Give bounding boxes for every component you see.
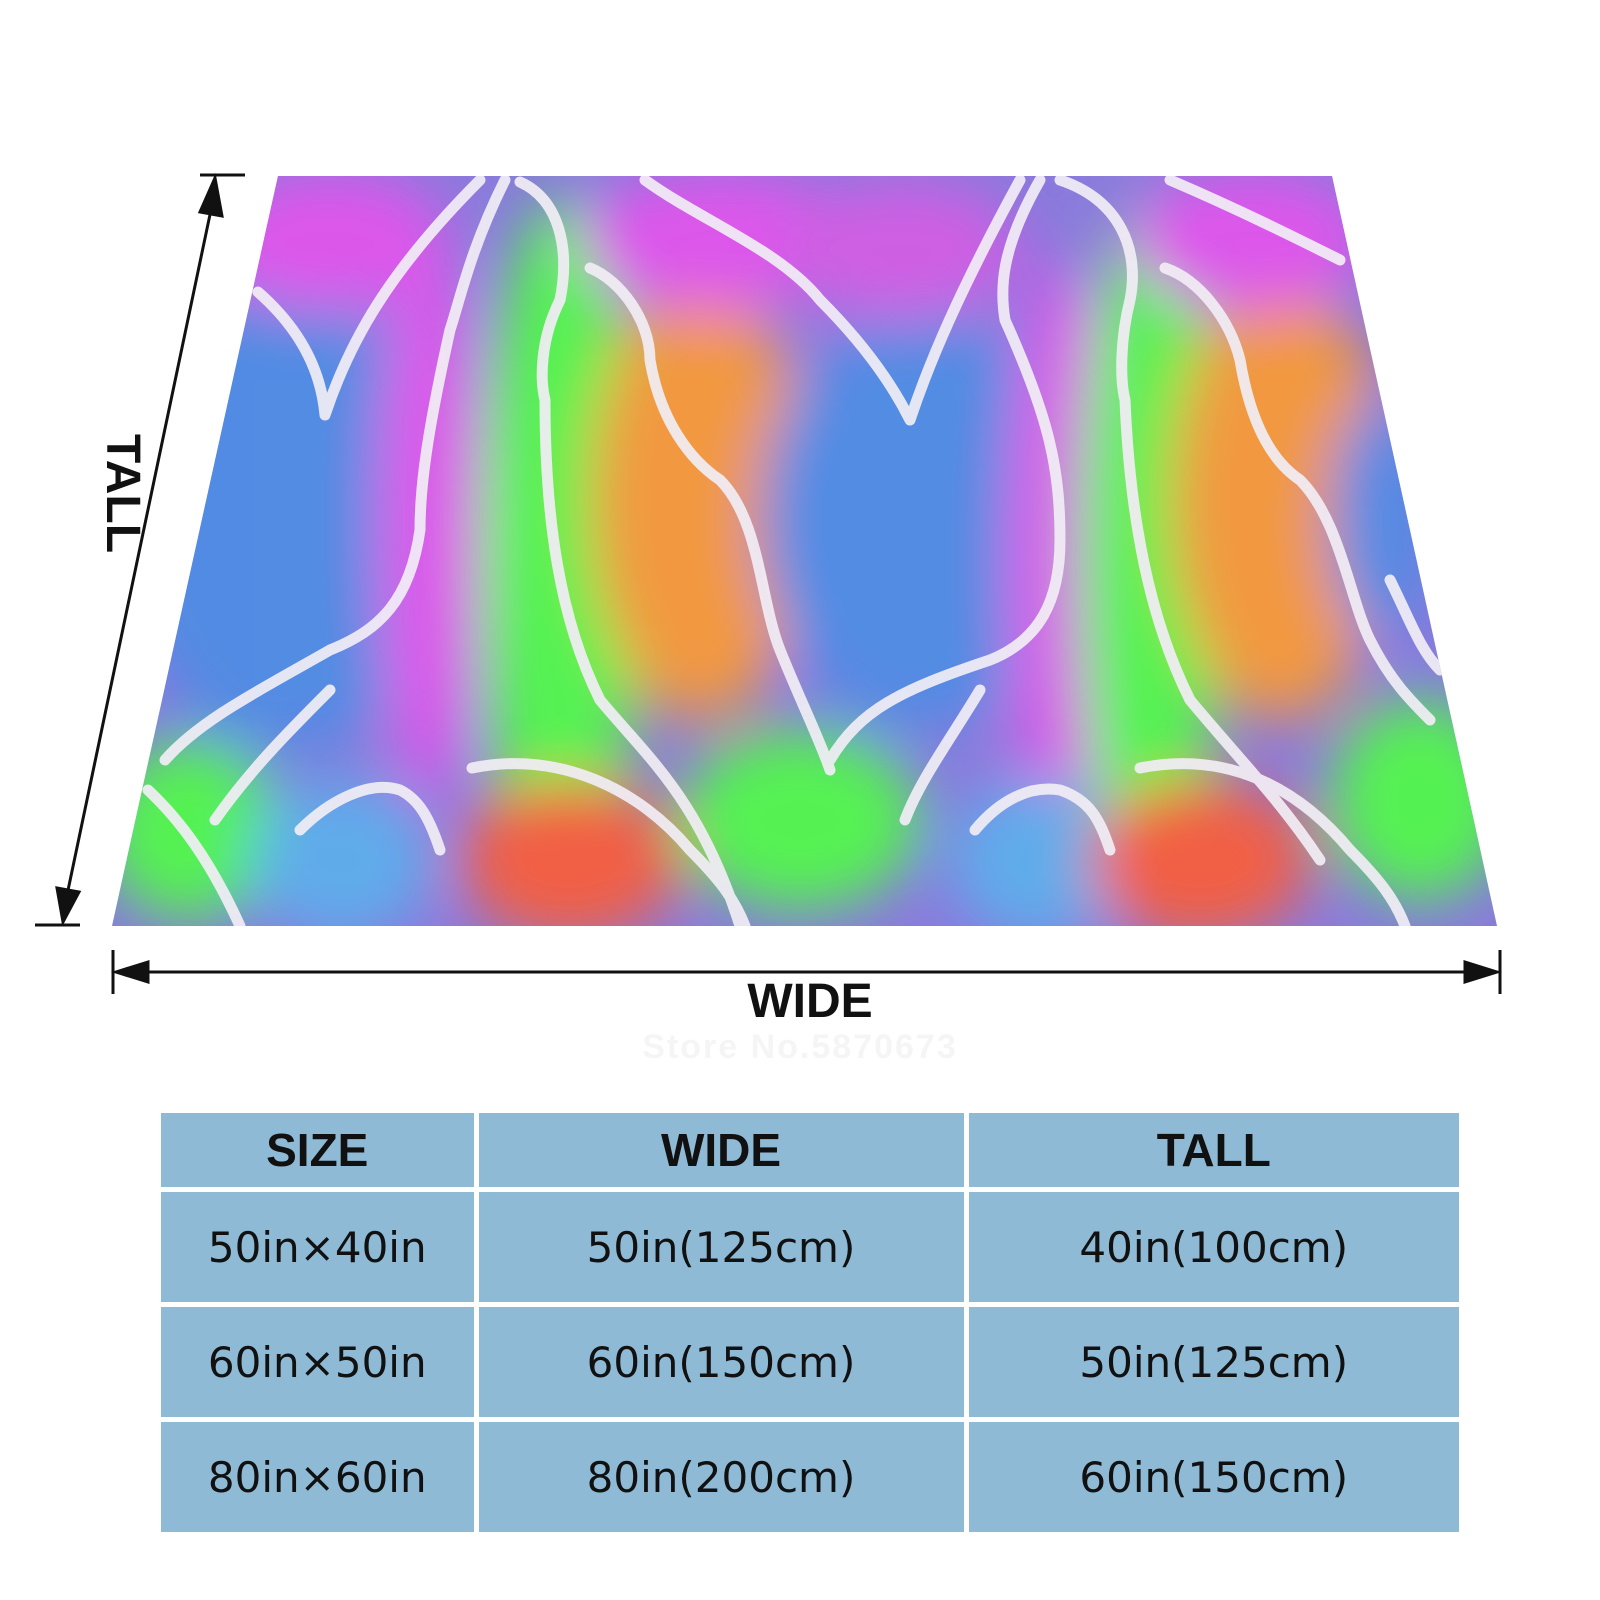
tall-cell: 40in(100cm)	[963, 1187, 1459, 1307]
header-size: SIZE	[161, 1113, 479, 1192]
size-cell: 60in×50in	[161, 1302, 479, 1422]
tall-cell: 60in(150cm)	[963, 1417, 1459, 1532]
table-row: 60in×50in 60in(150cm) 50in(125cm)	[161, 1302, 1459, 1422]
wide-dimension-arrow	[110, 950, 1503, 994]
blanket-illustration	[35, 172, 1503, 994]
tall-label: TALL	[96, 434, 149, 554]
size-cell: 50in×40in	[161, 1187, 479, 1307]
wide-cell: 50in(125cm)	[473, 1187, 969, 1307]
table-header-row: SIZE WIDE TALL	[161, 1113, 1459, 1192]
size-cell: 80in×60in	[161, 1417, 479, 1532]
wide-cell: 80in(200cm)	[473, 1417, 969, 1532]
size-table: SIZE WIDE TALL 50in×40in 50in(125cm) 40i…	[161, 1113, 1459, 1532]
tall-cell: 50in(125cm)	[963, 1302, 1459, 1422]
store-watermark: Store No.5870673	[642, 1028, 958, 1066]
header-tall: TALL	[963, 1113, 1459, 1192]
header-wide: WIDE	[473, 1113, 969, 1192]
wide-cell: 60in(150cm)	[473, 1302, 969, 1422]
table-row: 50in×40in 50in(125cm) 40in(100cm)	[161, 1187, 1459, 1307]
wide-label: WIDE	[747, 975, 873, 1028]
blanket-pattern	[112, 176, 1497, 926]
tall-dimension-arrow	[35, 172, 245, 927]
table-row: 80in×60in 80in(200cm) 60in(150cm)	[161, 1417, 1459, 1532]
